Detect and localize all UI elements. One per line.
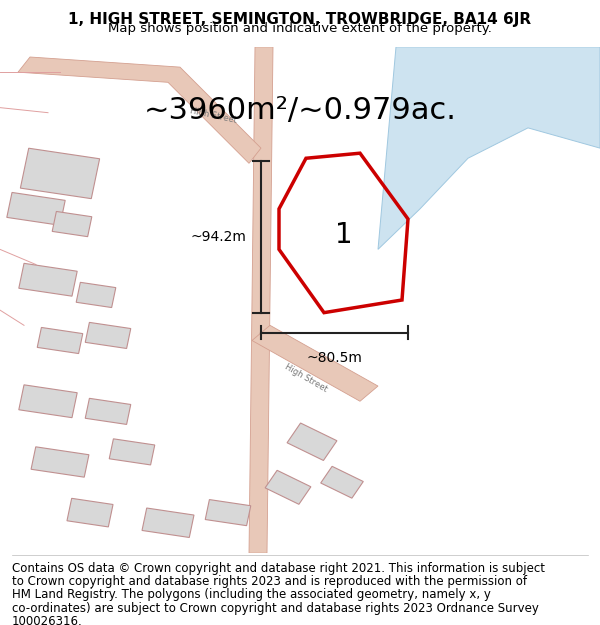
Text: Contains OS data © Crown copyright and database right 2021. This information is : Contains OS data © Crown copyright and d… — [12, 562, 545, 575]
Text: ~3960m²/~0.979ac.: ~3960m²/~0.979ac. — [143, 96, 457, 124]
Polygon shape — [76, 282, 116, 308]
Text: 100026316.: 100026316. — [12, 615, 83, 625]
Text: ~80.5m: ~80.5m — [307, 351, 362, 364]
Polygon shape — [31, 447, 89, 477]
Polygon shape — [19, 263, 77, 296]
Text: High Street: High Street — [189, 106, 237, 124]
Text: Map shows position and indicative extent of the property.: Map shows position and indicative extent… — [108, 22, 492, 35]
Polygon shape — [249, 47, 273, 553]
Polygon shape — [19, 385, 77, 418]
Polygon shape — [287, 423, 337, 461]
Text: 1, HIGH STREET, SEMINGTON, TROWBRIDGE, BA14 6JR: 1, HIGH STREET, SEMINGTON, TROWBRIDGE, B… — [68, 12, 532, 27]
Polygon shape — [265, 471, 311, 504]
Polygon shape — [321, 466, 363, 498]
Text: co-ordinates) are subject to Crown copyright and database rights 2023 Ordnance S: co-ordinates) are subject to Crown copyr… — [12, 602, 539, 614]
Text: HM Land Registry. The polygons (including the associated geometry, namely x, y: HM Land Registry. The polygons (includin… — [12, 588, 491, 601]
Polygon shape — [142, 508, 194, 538]
Polygon shape — [7, 192, 65, 225]
Polygon shape — [378, 47, 600, 249]
Text: to Crown copyright and database rights 2023 and is reproduced with the permissio: to Crown copyright and database rights 2… — [12, 575, 527, 588]
Polygon shape — [205, 499, 251, 526]
Text: ~94.2m: ~94.2m — [190, 230, 246, 244]
Polygon shape — [109, 439, 155, 465]
Text: High Street: High Street — [283, 362, 329, 394]
Polygon shape — [52, 211, 92, 237]
Polygon shape — [20, 148, 100, 199]
Polygon shape — [85, 398, 131, 424]
Text: 1: 1 — [335, 221, 353, 249]
Polygon shape — [85, 322, 131, 349]
Polygon shape — [67, 498, 113, 527]
Polygon shape — [37, 328, 83, 354]
Polygon shape — [18, 57, 261, 163]
Polygon shape — [252, 325, 378, 401]
